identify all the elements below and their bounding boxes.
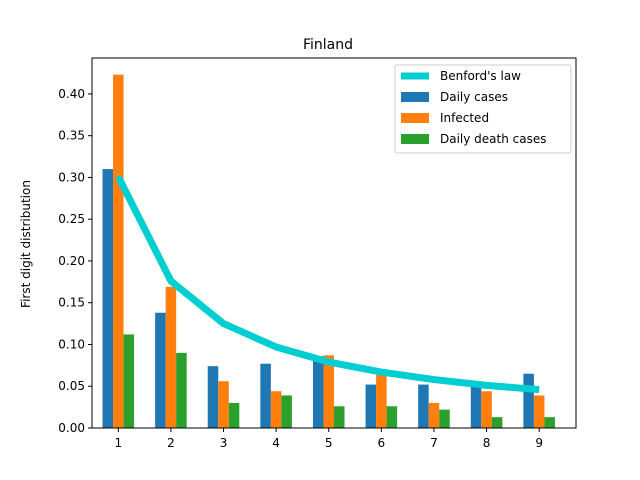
- bar-infected-1: [113, 74, 124, 429]
- y-tick-label: 0.40: [58, 87, 85, 101]
- x-tick-label: 9: [535, 436, 543, 450]
- bar-daily-death-cases-1: [123, 334, 135, 428]
- bar-daily-cases-8: [470, 384, 482, 428]
- x-tick-label: 6: [378, 436, 386, 450]
- bar-daily-cases-3: [207, 366, 219, 428]
- bar-infected-4: [270, 391, 282, 428]
- legend-label-infected: Infected: [440, 111, 489, 125]
- benford-line-layer: [115, 175, 540, 394]
- bar-daily-death-cases-6: [386, 406, 398, 428]
- bar-infected-9: [533, 395, 545, 428]
- bar-daily-death-cases-8: [491, 417, 503, 428]
- x-tick-label: 3: [220, 436, 228, 450]
- legend-label-daily-cases: Daily cases: [440, 90, 508, 104]
- bar-infected-2: [165, 286, 177, 428]
- bar-infected-8: [481, 391, 492, 428]
- bar-daily-death-cases-2: [176, 352, 187, 428]
- y-tick-label: 0.15: [58, 296, 85, 310]
- x-tick-label: 2: [167, 436, 175, 450]
- x-tick-label: 8: [483, 436, 491, 450]
- axes-layer: 1 2 3 4 5 6 7 8 9 0.00 0.05 0.10 0.15 0.20 0.25 0.30 0.3…: [58, 57, 577, 450]
- y-tick-label: 0.00: [58, 421, 85, 435]
- bar-daily-cases-9: [523, 373, 534, 428]
- bar-daily-cases-5: [312, 356, 324, 428]
- x-tick-label: 7: [430, 436, 438, 450]
- bar-daily-death-cases-4: [281, 395, 292, 428]
- bar-daily-death-cases-3: [228, 402, 240, 428]
- bar-infected-3: [218, 381, 229, 428]
- bar-daily-death-cases-5: [334, 406, 345, 428]
- y-axis-label: First digit distribution: [19, 180, 33, 308]
- bar-infected-6: [376, 373, 387, 428]
- legend-box: [394, 64, 572, 154]
- x-tick-label: 1: [114, 436, 122, 450]
- benford-law-line: [115, 175, 540, 394]
- legend: Benford's law Daily cases Infected Daily de…: [394, 64, 572, 154]
- legend-label-daily-death-cases: Daily death cases: [440, 132, 547, 146]
- bar-daily-cases-6: [365, 384, 377, 428]
- y-tick-label: 0.35: [58, 129, 85, 143]
- chart-title: Finland: [303, 37, 353, 53]
- y-tick-label: 0.30: [58, 170, 85, 184]
- legend-swatch-daily-cases: [401, 92, 429, 102]
- bar-daily-death-cases-9: [544, 417, 555, 428]
- y-tick-label: 0.25: [58, 212, 85, 226]
- bars-layer: [102, 74, 555, 429]
- x-tick-label: 4: [272, 436, 280, 450]
- y-tick-label: 0.10: [58, 337, 85, 351]
- legend-swatch-infected: [401, 113, 429, 123]
- bar-daily-death-cases-7: [439, 409, 450, 428]
- legend-swatch-daily-death-cases: [401, 134, 429, 144]
- bar-infected-5: [323, 355, 334, 428]
- bar-daily-cases-7: [418, 384, 429, 428]
- y-tick-label: 0.05: [58, 379, 85, 393]
- bar-daily-cases-2: [155, 312, 166, 428]
- x-tick-label: 5: [325, 436, 333, 450]
- y-tick-label: 0.20: [58, 254, 85, 268]
- plot-frame: [91, 57, 577, 429]
- bar-infected-7: [428, 402, 440, 428]
- bar-daily-cases-4: [260, 363, 271, 428]
- legend-label-benford-s-law: Benford's law: [440, 69, 521, 83]
- bar-daily-cases-1: [102, 169, 114, 428]
